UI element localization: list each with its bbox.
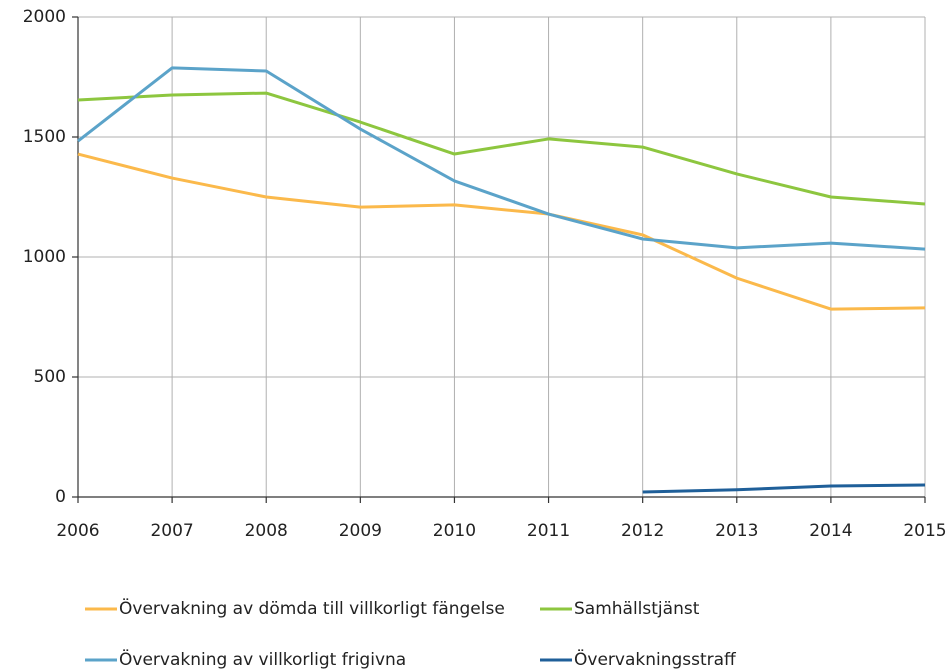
x-tick-label: 2010 [433,521,476,541]
y-tick-label: 500 [34,367,66,387]
series-line [77,66,926,251]
series-line [77,152,926,311]
legend-label: Samhällstjänst [574,599,700,619]
series-line [77,91,926,206]
x-tick-label: 2013 [715,521,758,541]
x-tick-label: 2015 [903,521,946,541]
y-tick-label: 1500 [23,127,66,147]
legend-label: Övervakningsstraff [574,648,737,670]
x-tick-label: 2009 [339,521,382,541]
y-tick-label: 1000 [23,247,66,267]
x-tick-label: 2007 [150,521,193,541]
series-line [642,483,926,494]
x-tick-label: 2006 [56,521,99,541]
legend-label: Övervakning av dömda till villkorligt fä… [119,597,505,619]
y-tick-label: 0 [55,487,66,507]
x-tick-label: 2012 [621,521,664,541]
x-tick-label: 2008 [245,521,288,541]
x-tick-label: 2014 [809,521,852,541]
x-tick-label: 2011 [527,521,570,541]
legend-label: Övervakning av villkorligt frigivna [119,648,406,670]
y-tick-label: 2000 [23,7,66,27]
